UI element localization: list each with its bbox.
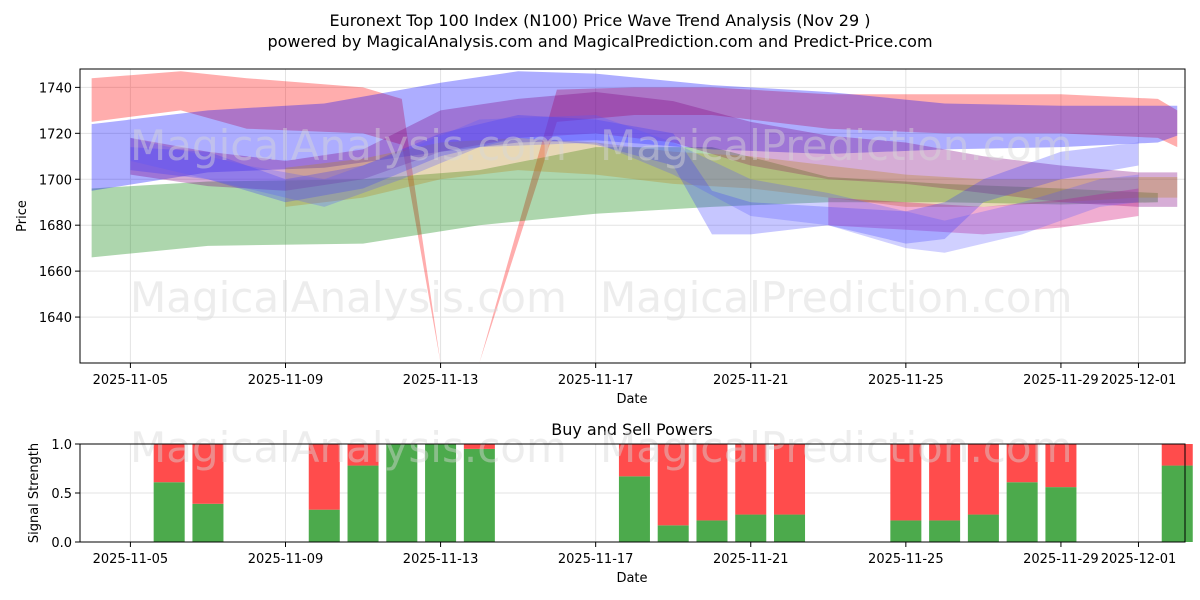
band-wave-blue-1 bbox=[130, 114, 1139, 244]
buy-bar-14 bbox=[967, 514, 999, 542]
signal-x-label: Date bbox=[616, 571, 647, 586]
watermark-analysis-mid: MagicalAnalysis.com bbox=[130, 273, 567, 322]
watermark-prediction-mid: MagicalPrediction.com bbox=[600, 273, 1073, 322]
watermark-prediction-bottom: MagicalPrediction.com bbox=[600, 423, 1073, 472]
price-y-tick-label-0: 1640 bbox=[39, 311, 72, 326]
price-x-ticks: 2025-11-05 2025-11-09 2025-11-13 2025-11-17… bbox=[93, 363, 1177, 388]
price-x-tick-label-7: 2025-12-01 bbox=[1101, 373, 1177, 388]
sell-bar-17 bbox=[1161, 444, 1193, 466]
signal-y-ticks: 0.0 0.5 1.0 bbox=[51, 438, 80, 551]
sell-bar-11 bbox=[774, 444, 806, 515]
price-x-tick-label-5: 2025-11-25 bbox=[868, 373, 944, 388]
price-x-tick-label-0: 2025-11-05 bbox=[93, 373, 169, 388]
buy-bar-0 bbox=[153, 482, 185, 542]
price-y-tick-label-4: 1720 bbox=[39, 127, 72, 142]
price-y-tick-label-1: 1660 bbox=[39, 265, 72, 280]
sell-bar-9 bbox=[696, 444, 728, 521]
band-orange-band bbox=[285, 137, 1178, 207]
signal-x-tick-label-7: 2025-12-01 bbox=[1101, 552, 1177, 567]
signal-plot: Buy and Sell Powers MagicalAnalysis.com … bbox=[27, 420, 1193, 586]
buy-bar-6 bbox=[463, 448, 495, 542]
sell-bar-12 bbox=[890, 444, 922, 521]
signal-bars bbox=[153, 444, 1193, 542]
sell-bar-8 bbox=[657, 444, 689, 526]
buy-bar-16 bbox=[1045, 487, 1077, 542]
price-x-tick-label-1: 2025-11-09 bbox=[248, 373, 324, 388]
buy-bar-5 bbox=[425, 444, 457, 542]
sell-bar-14 bbox=[967, 444, 999, 515]
buy-bar-11 bbox=[774, 514, 806, 542]
buy-bar-7 bbox=[618, 476, 650, 542]
price-x-tick-label-6: 2025-11-29 bbox=[1023, 373, 1099, 388]
price-x-tick-label-2: 2025-11-13 bbox=[403, 373, 479, 388]
sell-bar-15 bbox=[1006, 444, 1038, 483]
buy-bar-10 bbox=[735, 514, 767, 542]
watermark-analysis-bottom: MagicalAnalysis.com bbox=[130, 423, 567, 472]
signal-x-tick-label-4: 2025-11-21 bbox=[713, 552, 789, 567]
price-plot-frame bbox=[79, 68, 1186, 364]
buy-bar-4 bbox=[386, 444, 418, 542]
chart-subtitle: powered by MagicalAnalysis.com and Magic… bbox=[267, 32, 932, 51]
price-x-tick-label-4: 2025-11-21 bbox=[713, 373, 789, 388]
signal-y-label: Signal Strength bbox=[27, 443, 42, 543]
buy-bar-3 bbox=[347, 465, 379, 542]
watermark-analysis-top: MagicalAnalysis.com bbox=[130, 121, 567, 170]
buy-bar-17 bbox=[1161, 465, 1193, 542]
buy-bar-8 bbox=[657, 525, 689, 542]
chart-title: Euronext Top 100 Index (N100) Price Wave… bbox=[330, 11, 871, 30]
buy-bar-1 bbox=[192, 503, 224, 542]
signal-x-tick-label-3: 2025-11-17 bbox=[558, 552, 634, 567]
buy-bar-12 bbox=[890, 520, 922, 542]
buy-bar-15 bbox=[1006, 482, 1038, 542]
sell-bar-16 bbox=[1045, 444, 1077, 488]
watermark-prediction-top: MagicalPrediction.com bbox=[600, 121, 1073, 170]
band-wave-blue-2 bbox=[130, 114, 1139, 253]
sell-bar-3 bbox=[347, 444, 379, 466]
sell-bar-2 bbox=[308, 444, 340, 510]
signal-y-tick-label-2: 1.0 bbox=[51, 438, 72, 453]
price-plot: MagicalAnalysis.com MagicalPrediction.co… bbox=[15, 68, 1186, 407]
band-purple-band bbox=[130, 91, 1178, 207]
sell-bar-7 bbox=[618, 444, 650, 477]
price-y-label: Price bbox=[15, 200, 30, 232]
price-x-tick-label-3: 2025-11-17 bbox=[558, 373, 634, 388]
price-watermarks: MagicalAnalysis.com MagicalPrediction.co… bbox=[130, 121, 1073, 322]
price-y-tick-label-2: 1680 bbox=[39, 219, 72, 234]
signal-x-tick-label-1: 2025-11-09 bbox=[248, 552, 324, 567]
price-bands bbox=[91, 71, 1178, 363]
sell-bar-6 bbox=[463, 444, 495, 449]
signal-x-tick-label-0: 2025-11-05 bbox=[93, 552, 169, 567]
price-grid bbox=[80, 69, 1185, 363]
signal-y-tick-label-0: 0.0 bbox=[51, 536, 72, 551]
band-green-band bbox=[91, 147, 1158, 258]
price-y-ticks: 1640 1660 1680 1700 1720 1740 bbox=[39, 81, 80, 326]
band-blue-band bbox=[91, 71, 1178, 191]
band-red-band bbox=[91, 71, 1178, 363]
signal-x-tick-label-6: 2025-11-29 bbox=[1023, 552, 1099, 567]
band-pink-band bbox=[828, 188, 1139, 235]
signal-x-ticks: 2025-11-05 2025-11-09 2025-11-13 2025-11-17… bbox=[93, 542, 1177, 567]
sell-bar-0 bbox=[153, 444, 185, 483]
buy-bar-9 bbox=[696, 520, 728, 542]
signal-title: Buy and Sell Powers bbox=[551, 420, 713, 439]
buy-bar-2 bbox=[308, 509, 340, 542]
price-y-tick-label-5: 1740 bbox=[39, 81, 72, 96]
signal-x-tick-label-2: 2025-11-13 bbox=[403, 552, 479, 567]
buy-bar-13 bbox=[929, 520, 961, 542]
signal-y-tick-label-1: 0.5 bbox=[51, 487, 72, 502]
sell-bar-13 bbox=[929, 444, 961, 521]
price-x-label: Date bbox=[616, 392, 647, 407]
sell-bar-1 bbox=[192, 444, 224, 504]
signal-x-tick-label-5: 2025-11-25 bbox=[868, 552, 944, 567]
price-y-tick-label-3: 1700 bbox=[39, 173, 72, 188]
sell-bar-10 bbox=[735, 444, 767, 515]
